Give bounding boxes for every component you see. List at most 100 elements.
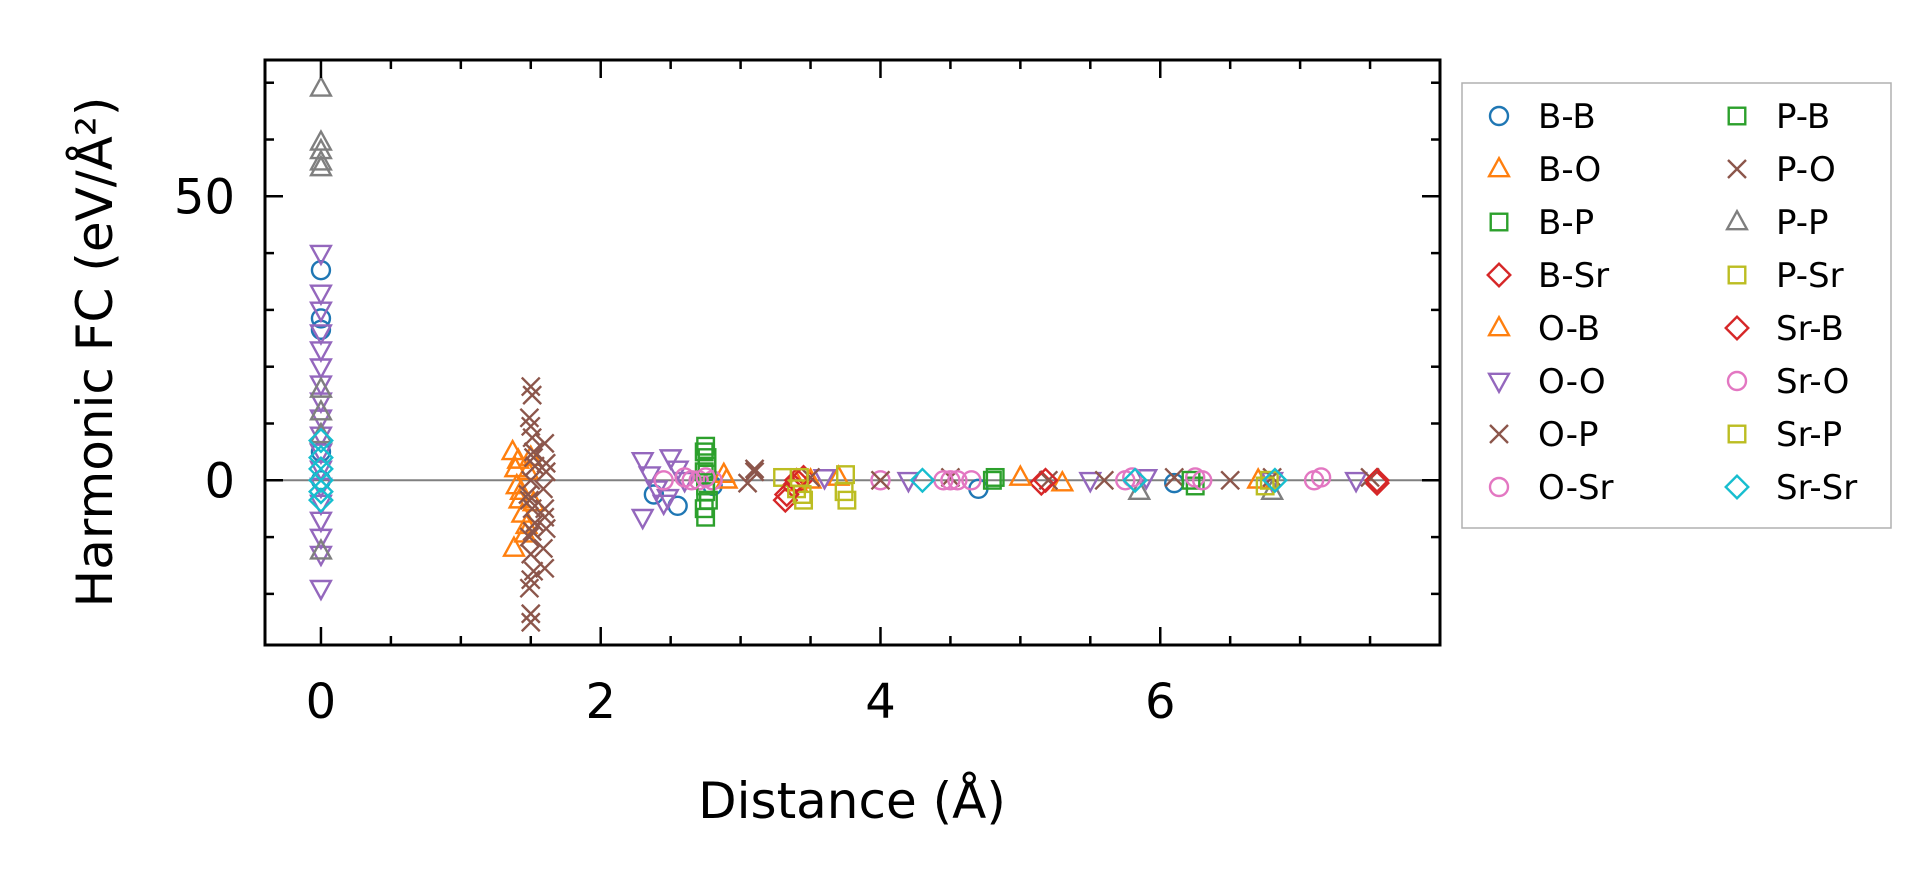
legend-label-b-o: B-O (1538, 150, 1601, 190)
data-point-p-b (985, 467, 1005, 487)
legend-marker-p-sr (1727, 265, 1747, 285)
data-point-p-o (520, 569, 541, 590)
data-point-o-o (309, 284, 333, 307)
data-point-o-p (519, 578, 540, 599)
legend-marker-o-o (1487, 372, 1511, 395)
data-point-b-o (826, 464, 851, 486)
data-point-o-o (309, 579, 333, 602)
data-point-o-b (1008, 464, 1033, 486)
data-point-sr-p (792, 485, 812, 504)
legend-marker-p-o (1727, 159, 1747, 179)
data-point-sr-sr (1122, 467, 1149, 494)
data-point-sr-p (837, 490, 857, 510)
legend-label-p-p: P-P (1776, 203, 1829, 243)
data-point-p-p (309, 537, 333, 560)
data-point-o-o (812, 469, 837, 491)
legend-marker-sr-o (1726, 370, 1748, 392)
data-point-b-o (509, 478, 533, 501)
data-point-p-o (1094, 470, 1115, 491)
legend-marker-p-b (1727, 106, 1747, 126)
axis-ticks: 0 2 4 6 0 50 (174, 60, 1442, 730)
data-point-o-p (525, 456, 545, 476)
data-point-b-o (502, 535, 526, 557)
x-axis-title: Distance (Å) (698, 772, 1006, 830)
data-point-o-p (533, 538, 554, 559)
data-point-sr-p (1259, 470, 1279, 490)
data-point-sr-o (681, 470, 702, 491)
data-point-b-b (643, 484, 665, 505)
legend-frame (1461, 82, 1892, 529)
data-point-o-o (309, 528, 333, 551)
data-point-sr-sr (308, 427, 334, 454)
data-point-p-b (694, 499, 714, 519)
data-point-p-o (534, 507, 555, 528)
legend-marker-b-p (1489, 212, 1509, 232)
legend-marker-p-p (1725, 208, 1749, 231)
data-point-o-p (534, 433, 555, 454)
data-point-sr-b (1032, 467, 1059, 494)
data-point-b-b (310, 259, 332, 281)
data-point-o-sr (870, 470, 891, 491)
legend-label-o-sr: O-Sr (1538, 468, 1614, 508)
data-point-o-o (309, 341, 333, 363)
data-point-o-p (1164, 467, 1185, 488)
data-point-sr-o (695, 467, 716, 488)
data-point-o-o (309, 392, 333, 415)
data-point-p-b (694, 442, 714, 462)
data-point-o-o (655, 488, 680, 511)
y-tick-label: 50 (174, 169, 235, 225)
data-point-sr-o (940, 470, 961, 491)
data-point-p-p (309, 148, 333, 171)
data-point-o-o (630, 452, 655, 474)
data-point-o-o (309, 460, 333, 483)
data-point-o-p (536, 453, 557, 474)
data-point-b-p (696, 436, 716, 456)
data-point-p-o (519, 490, 540, 511)
data-point-b-p (1185, 476, 1205, 496)
x-tick-label: 2 (585, 674, 616, 730)
data-point-sr-sr (308, 467, 334, 494)
data-point-p-b (697, 456, 717, 476)
legend-label-o-b: O-B (1538, 309, 1600, 349)
y-tick-label: 0 (204, 453, 235, 509)
data-point-sr-sr (909, 467, 936, 494)
data-point-p-o (522, 385, 543, 405)
x-tick-label: 0 (306, 674, 337, 730)
data-point-o-p (519, 407, 540, 428)
data-point-p-sr (794, 490, 814, 510)
data-point-p-p (309, 398, 333, 421)
legend-label-b-b: B-B (1538, 97, 1596, 137)
data-point-b-sr (1028, 470, 1055, 497)
legend-marker-b-o (1487, 155, 1511, 178)
legend-label-b-sr: B-Sr (1538, 256, 1609, 296)
data-point-o-p (737, 473, 758, 493)
data-point-b-p (982, 470, 1002, 490)
data-point-o-o (309, 324, 333, 346)
legend-label-sr-p: Sr-P (1776, 415, 1842, 455)
data-point-b-sr (790, 464, 817, 491)
data-point-o-p (534, 498, 555, 519)
data-point-o-o (665, 460, 690, 483)
x-tick-label: 4 (865, 674, 896, 730)
data-point-b-b (310, 308, 332, 329)
data-point-o-sr (947, 470, 968, 491)
data-point-sr-b (1364, 467, 1391, 494)
legend-marker-b-sr (1486, 262, 1512, 288)
legend-marker-sr-b (1724, 315, 1750, 341)
data-point-o-o (309, 301, 333, 324)
data-point-o-o (309, 545, 333, 568)
data-point-p-o (520, 416, 541, 437)
data-point-p-o (870, 470, 891, 491)
legend-label-sr-sr: Sr-Sr (1776, 468, 1857, 508)
data-point-o-o (630, 508, 655, 531)
data-point-o-p (1038, 470, 1059, 491)
data-point-o-p (519, 527, 540, 547)
legend-marker-o-p (1489, 424, 1509, 444)
plot-area (265, 75, 1440, 633)
data-point-sr-o (1310, 467, 1332, 488)
legend-marker-sr-sr (1724, 474, 1750, 500)
legend-label-p-b: P-B (1776, 97, 1830, 137)
legend-marker-b-b (1488, 105, 1510, 127)
